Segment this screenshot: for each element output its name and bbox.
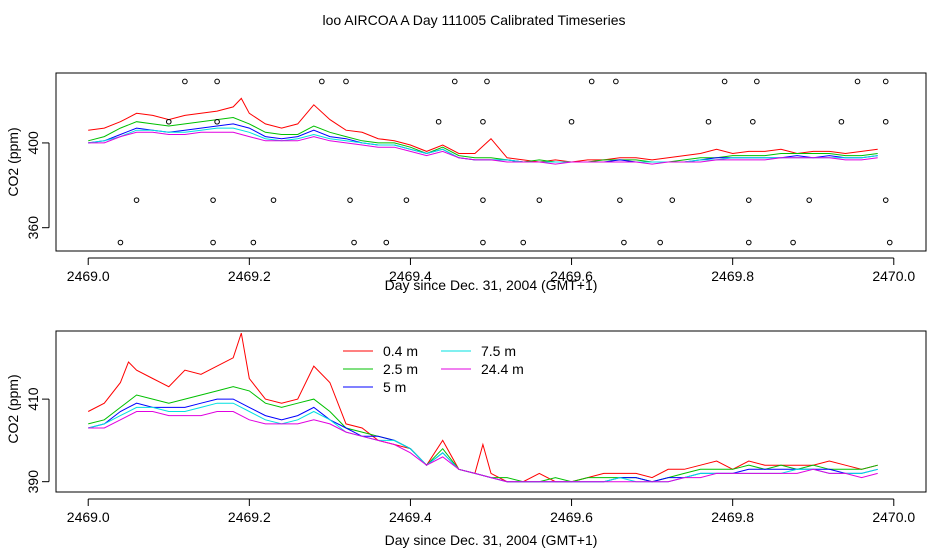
data-point	[838, 118, 845, 125]
series-line	[88, 411, 878, 483]
data-point	[133, 197, 140, 203]
top-x-axis-label: Day since Dec. 31, 2004 (GMT+1)	[385, 277, 598, 293]
data-point	[657, 239, 663, 246]
data-point	[745, 239, 752, 246]
series-line	[88, 127, 878, 163]
legend-label: 7.5 m	[481, 343, 516, 359]
data-point	[806, 197, 812, 203]
x-tick-label: 2469.8	[711, 509, 754, 525]
series-line	[88, 402, 878, 483]
data-point	[383, 239, 390, 246]
x-tick-label: 2469.0	[67, 268, 110, 284]
legend: 0.4 m 2.5 m 5 m 7.5 m 24.4 m	[343, 343, 524, 395]
x-tick-label: 2469.2	[228, 268, 271, 284]
data-point	[343, 78, 349, 85]
y-tick-label: 410	[25, 387, 41, 411]
x-tick-label: 2470.0	[872, 268, 915, 284]
series-line	[88, 116, 878, 163]
series-line	[88, 386, 878, 483]
data-point	[210, 197, 216, 203]
top-panel: Day since Dec. 31, 2004 (GMT+1) CO2 (ppm…	[5, 72, 927, 293]
x-tick-label: 2469.2	[228, 509, 271, 525]
plot-frame	[55, 330, 927, 493]
data-point	[451, 78, 458, 85]
legend-label: 0.4 m	[383, 343, 418, 359]
data-point	[745, 197, 752, 203]
data-point	[790, 239, 796, 246]
data-point	[754, 78, 760, 85]
legend-label: 24.4 m	[481, 361, 524, 377]
y-tick-label: 400	[25, 131, 41, 155]
data-point	[165, 118, 172, 125]
legend-label: 5 m	[383, 379, 406, 395]
data-point	[882, 118, 889, 125]
data-point	[882, 78, 889, 85]
data-point	[270, 197, 277, 203]
y-tick-label: 360	[25, 216, 41, 240]
data-point	[617, 197, 623, 203]
bottom-y-axis-label: CO2 (ppm)	[5, 374, 21, 443]
data-point	[347, 197, 353, 203]
data-point	[403, 197, 410, 203]
series-line	[88, 131, 878, 165]
bottom-panel: Day since Dec. 31, 2004 (GMT+1) CO2 (ppm…	[5, 330, 927, 548]
x-tick-label: 2469.6	[550, 268, 593, 284]
data-point	[568, 118, 575, 125]
data-point	[588, 78, 595, 85]
x-tick-label: 2469.0	[67, 509, 110, 525]
x-tick-label: 2470.0	[872, 509, 915, 525]
y-tick-label: 390	[25, 470, 41, 494]
data-point	[669, 197, 676, 203]
data-point	[250, 239, 257, 246]
data-point	[613, 78, 619, 85]
bottom-x-axis-label: Day since Dec. 31, 2004 (GMT+1)	[385, 532, 598, 548]
data-point	[214, 78, 220, 85]
legend-label: 2.5 m	[383, 361, 418, 377]
data-point	[750, 118, 756, 125]
data-point	[854, 78, 861, 85]
data-point	[480, 197, 486, 203]
data-point	[484, 78, 490, 85]
data-point	[214, 118, 220, 125]
x-tick-label: 2469.4	[389, 509, 432, 525]
data-point	[351, 239, 357, 246]
data-point	[210, 239, 216, 246]
series-line	[88, 97, 878, 163]
data-point	[182, 78, 188, 85]
top-y-axis-label: CO2 (ppm)	[5, 127, 21, 196]
data-point	[621, 239, 627, 246]
data-point	[721, 78, 728, 85]
data-point	[520, 239, 527, 246]
data-point	[117, 239, 124, 246]
series-line	[88, 398, 878, 483]
data-point	[480, 118, 486, 125]
data-point	[882, 197, 889, 203]
x-tick-label: 2469.6	[550, 509, 593, 525]
data-point	[886, 239, 893, 246]
figure-title: loo AIRCOA A Day 111005 Calibrated Times…	[323, 12, 626, 28]
x-tick-label: 2469.8	[711, 268, 754, 284]
data-point	[705, 118, 712, 125]
data-point	[319, 78, 325, 85]
plot-frame	[55, 72, 927, 252]
data-point	[536, 197, 543, 203]
data-point	[480, 239, 486, 246]
x-tick-label: 2469.4	[389, 268, 432, 284]
data-point	[435, 118, 442, 125]
